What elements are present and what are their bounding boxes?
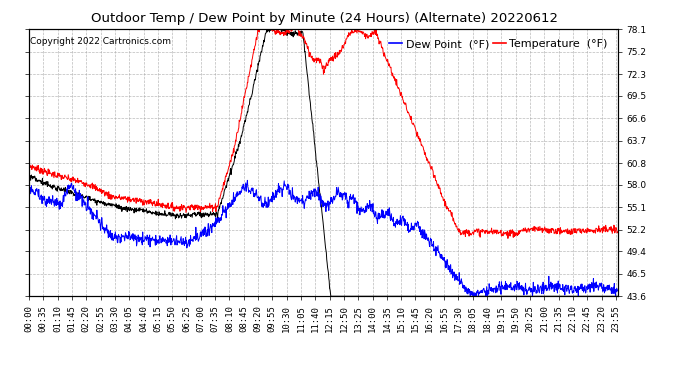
Text: Outdoor Temp / Dew Point by Minute (24 Hours) (Alternate) 20220612: Outdoor Temp / Dew Point by Minute (24 H… — [91, 12, 558, 25]
Legend: Dew Point  (°F), Temperature  (°F): Dew Point (°F), Temperature (°F) — [385, 35, 612, 54]
Text: Copyright 2022 Cartronics.com: Copyright 2022 Cartronics.com — [30, 37, 170, 46]
